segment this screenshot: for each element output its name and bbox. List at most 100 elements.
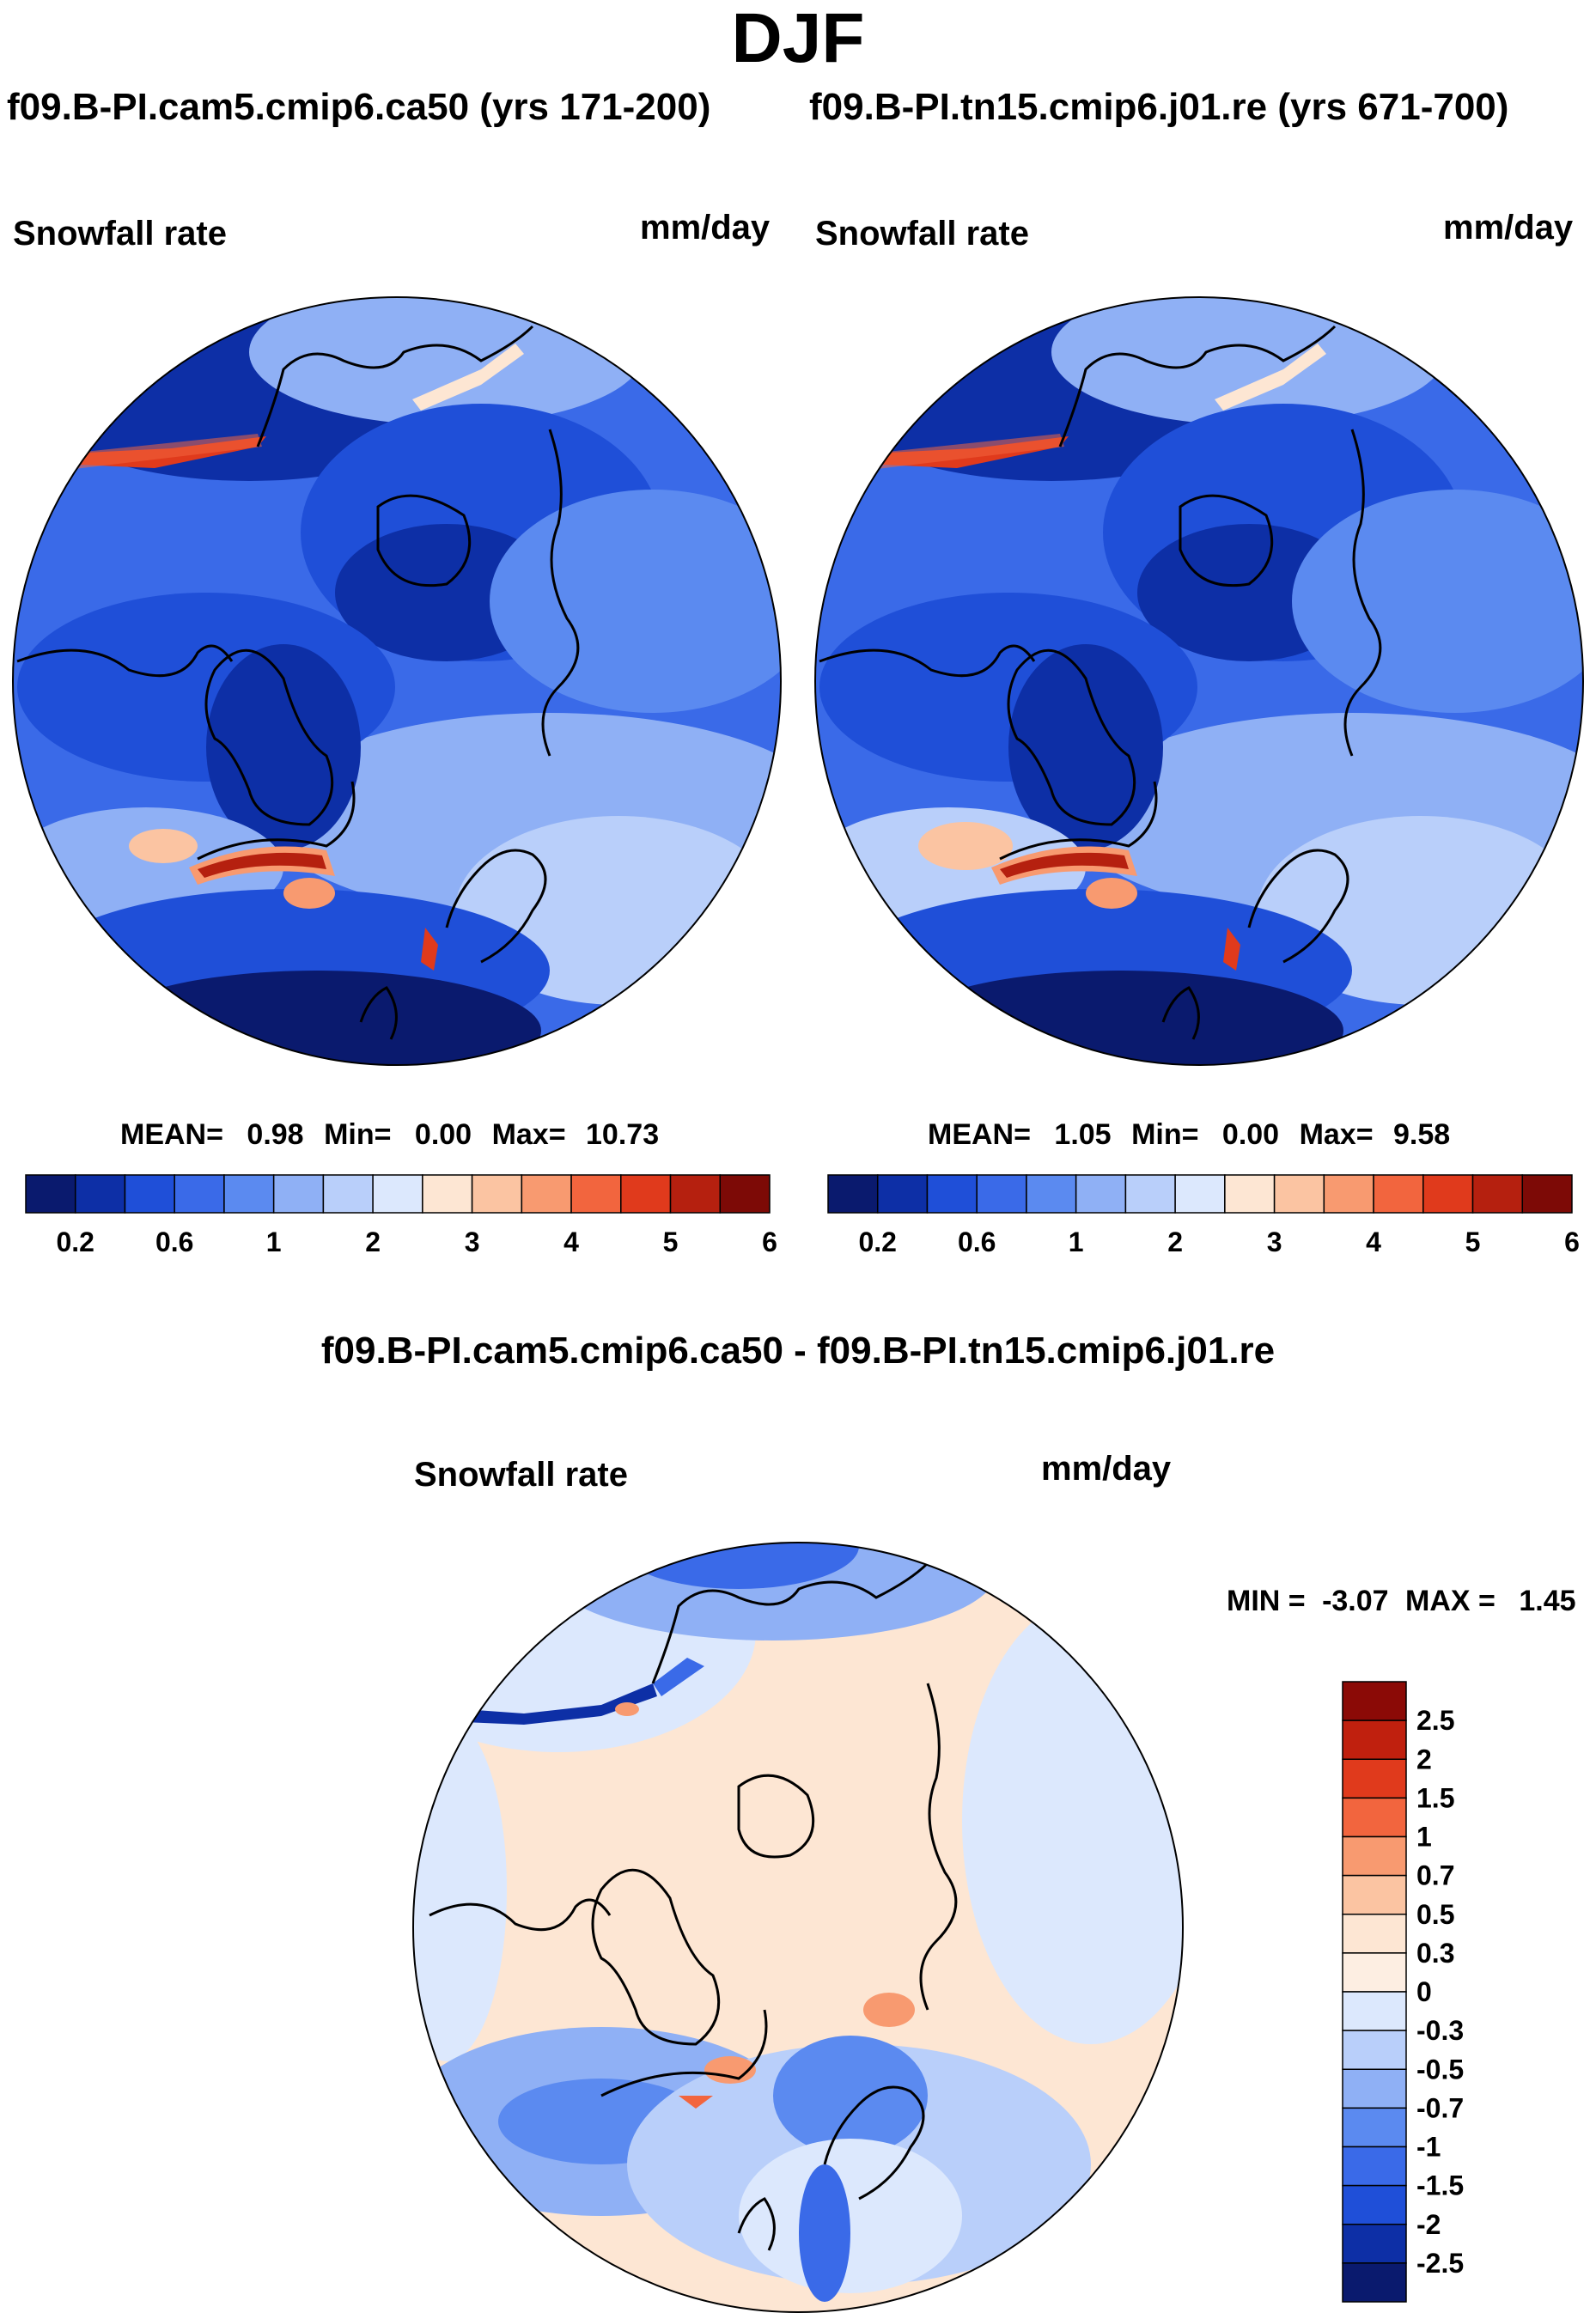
- colorbar3-tick-label: -1: [1416, 2132, 1441, 2163]
- colorbar3-swatch: [1342, 2146, 1407, 2187]
- colorbar2-tick-label: 0.6: [958, 1226, 996, 1257]
- colorbar2-swatch: [926, 1174, 978, 1214]
- colorbar3-swatch: [1342, 1835, 1407, 1877]
- colorbar2-swatch: [1224, 1174, 1276, 1214]
- colorbar1-swatch: [372, 1174, 423, 1214]
- colorbar2-swatch: [827, 1174, 879, 1214]
- colorbar3-swatch: [1342, 1991, 1407, 2031]
- panel3-units-label: mm/day: [1041, 1450, 1172, 1488]
- colorbar1-swatch: [272, 1174, 325, 1214]
- colorbar2-swatch: [876, 1174, 929, 1214]
- colorbar3-tick-label: -1.5: [1416, 2170, 1464, 2201]
- colorbar1-tick-label: 4: [563, 1226, 579, 1257]
- colorbar2-tick-label: 6: [1564, 1226, 1580, 1257]
- map1-plot: [12, 296, 782, 1066]
- colorbar3-tick-label: 0.7: [1416, 1860, 1454, 1891]
- panel1-max-value: 10.73: [586, 1118, 660, 1151]
- map2-plot: [814, 296, 1584, 1066]
- panel2-units-label: mm/day: [1443, 209, 1574, 247]
- panel3-min-value: -3.07: [1322, 1585, 1389, 1617]
- panel2-max-label: Max=: [1299, 1118, 1374, 1151]
- colorbar2-tick-label: 3: [1267, 1226, 1282, 1257]
- colorbar1-swatch: [669, 1174, 722, 1214]
- colorbar3-swatch: [1342, 1952, 1407, 1993]
- panel3-stats: MIN = -3.07 MAX = 1.45: [1227, 1585, 1576, 1618]
- panel3-min-label: MIN =: [1227, 1585, 1306, 1617]
- colorbar3-swatch: [1342, 1720, 1407, 1760]
- colorbar1-tick-label: 2: [365, 1226, 381, 1257]
- colorbar3-tick-label: 2.5: [1416, 1705, 1454, 1736]
- colorbar3-tick-label: -2.5: [1416, 2248, 1464, 2279]
- map1-boundary: [12, 296, 782, 1066]
- colorbar1-swatch: [124, 1174, 175, 1214]
- colorbar3-tick-label: 0.3: [1416, 1938, 1454, 1969]
- panel2-variable-label: Snowfall rate: [815, 215, 1029, 253]
- colorbar3-swatch: [1342, 2107, 1407, 2148]
- colorbar3-swatch: [1342, 1914, 1407, 1954]
- colorbar-1: 0.2 0.6 1 2 3 4 5 6: [25, 1174, 777, 1257]
- colorbar2-swatch: [1521, 1174, 1573, 1214]
- map1-field: [13, 297, 781, 1065]
- colorbar1-swatch: [620, 1174, 672, 1214]
- colorbar1-swatch: [570, 1174, 622, 1214]
- colorbar1-swatch: [719, 1174, 771, 1214]
- colorbar3-tick-label: 0: [1416, 1976, 1432, 2007]
- colorbar2-tick-label: 4: [1366, 1226, 1381, 1257]
- panel2-min-label: Min=: [1131, 1118, 1199, 1151]
- map2-field: [815, 297, 1583, 1065]
- colorbar2-swatch: [1471, 1174, 1524, 1214]
- panel2-max-value: 9.58: [1393, 1118, 1451, 1151]
- panel1-variable-label: Snowfall rate: [13, 215, 227, 253]
- colorbar3-tick-label: 2: [1416, 1744, 1432, 1774]
- colorbar3-tick-label: 1: [1416, 1822, 1432, 1853]
- panel1-max-label: Max=: [491, 1118, 566, 1151]
- colorbar2-swatch: [1174, 1174, 1226, 1214]
- season-title: DJF: [731, 0, 865, 77]
- panel2-min-value: 0.00: [1221, 1118, 1280, 1151]
- colorbar3-swatch: [1342, 2184, 1407, 2225]
- colorbar1-tick-label: 0.6: [155, 1226, 193, 1257]
- colorbar1-swatch: [422, 1174, 473, 1214]
- colorbar1-tick-label: 3: [465, 1226, 480, 1257]
- case-left-title: f09.B-PI.cam5.cmip6.ca50 (yrs 171-200): [7, 86, 711, 128]
- colorbar3-tick-label: -0.3: [1416, 2015, 1464, 2046]
- colorbar2-swatch: [1026, 1174, 1077, 1214]
- colorbar2-swatch: [1075, 1174, 1127, 1214]
- panel1-min-label: Min=: [324, 1118, 392, 1151]
- map3-field: [413, 1543, 1183, 2312]
- colorbar3-swatch: [1342, 2224, 1407, 2264]
- colorbar3-swatch: [1342, 2262, 1407, 2303]
- colorbar-2: 0.2 0.6 1 2 3 4 5 6: [827, 1174, 1580, 1257]
- map2-boundary: [814, 296, 1584, 1066]
- colorbar1-swatch: [521, 1174, 572, 1214]
- colorbar3-swatch: [1342, 2030, 1407, 2070]
- colorbar3-tick-label: -0.5: [1416, 2054, 1464, 2085]
- colorbar2-tick-label: 0.2: [858, 1226, 896, 1257]
- colorbar1-tick-label: 6: [762, 1226, 777, 1257]
- colorbar3-tick-label: -0.7: [1416, 2092, 1464, 2123]
- panel2-mean-label: MEAN=: [928, 1118, 1031, 1151]
- colorbar3-tick-label: -2: [1416, 2209, 1441, 2240]
- colorbar3-tick-label: 0.5: [1416, 1899, 1454, 1930]
- panel3-max-label: MAX =: [1405, 1585, 1495, 1617]
- panel2-stats: MEAN= 1.05 Min= 0.00 Max= 9.58: [928, 1118, 1450, 1152]
- panel1-min-value: 0.00: [414, 1118, 472, 1151]
- panel2-mean-value: 1.05: [1054, 1118, 1112, 1151]
- colorbar-3: 2.5 2 1.5 1 0.7 0.5 0.3 0 -0.3 -0.5 -0.7 -1 -1.5 -2 -2…: [1342, 1681, 1464, 2303]
- colorbar2-swatch: [1373, 1174, 1424, 1214]
- difference-title: f09.B-PI.cam5.cmip6.ca50 - f09.B-PI.tn15…: [320, 1330, 1276, 1372]
- map3-plot: [412, 1542, 1184, 2313]
- panel1-mean-label: MEAN=: [120, 1118, 223, 1151]
- colorbar1-swatch: [174, 1174, 225, 1214]
- colorbar1-swatch: [322, 1174, 374, 1214]
- colorbar3-swatch: [1342, 1874, 1407, 1915]
- colorbar2-swatch: [1422, 1174, 1474, 1214]
- colorbar1-swatch: [25, 1174, 76, 1214]
- colorbar3-swatch: [1342, 1681, 1407, 1721]
- colorbar3-swatch: [1342, 1758, 1407, 1799]
- panel1-mean-value: 0.98: [247, 1118, 304, 1151]
- colorbar3-swatch: [1342, 2068, 1407, 2109]
- colorbar2-tick-label: 5: [1465, 1226, 1481, 1257]
- colorbar2-tick-label: 1: [1069, 1226, 1084, 1257]
